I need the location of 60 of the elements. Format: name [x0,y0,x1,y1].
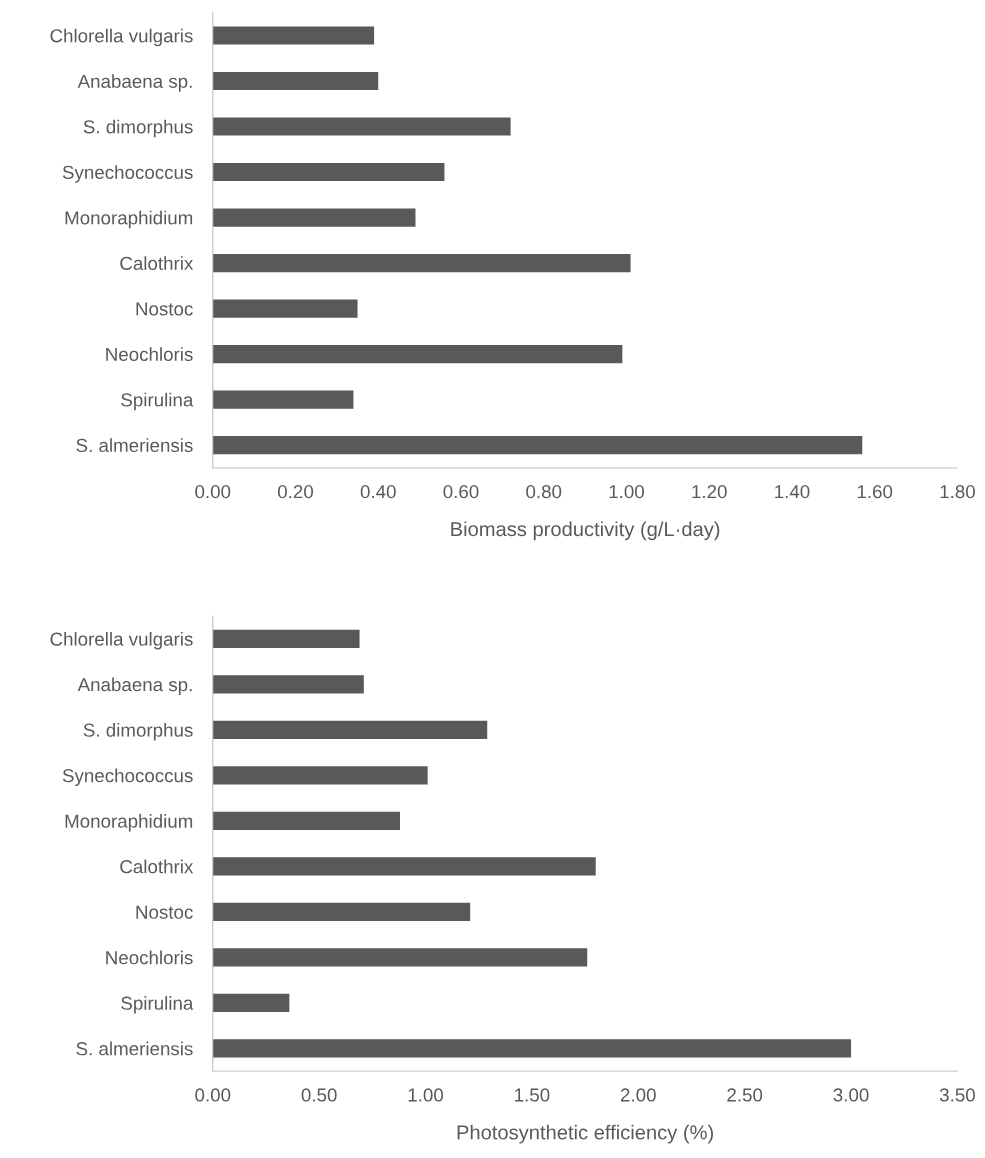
y-tick-label: S. almeriensis [76,438,193,453]
x-tick-label: 0.80 [526,484,562,499]
x-tick-label: 1.40 [775,484,810,499]
bar [212,26,375,45]
x-tick-label: 1.60 [857,484,893,499]
y-tick-label: Monoraphidium [65,814,193,832]
bar [212,902,471,921]
y-tick-label: S. dimorphus [83,119,193,138]
bar [212,766,428,785]
y-tick-label: Synechococcus [62,165,193,183]
bar [212,993,290,1012]
x-axis-title: Photosynthetic efficiency (%) [457,1124,713,1144]
x-tick-label: 0.40 [360,484,396,499]
x-tick-label: 1.00 [408,1088,444,1102]
bar [212,162,445,182]
bar [212,435,863,455]
bar [212,857,596,876]
x-tick-label: 1.80 [940,484,975,499]
y-tick-label: Nostoc [136,905,193,919]
x-tick-label: 1.00 [609,484,644,499]
x-tick-label: 0.20 [277,484,314,499]
bar [212,720,488,739]
y-tick-label: Chlorella vulgaris [50,28,193,47]
x-tick-label: 0.60 [443,484,479,499]
x-tick-label: 0.50 [301,1088,337,1102]
y-tick-label: Nostoc [136,302,193,316]
bar [212,299,358,318]
bar [212,344,623,364]
y-tick-label: Anabaena sp. [77,677,192,695]
x-tick-label: 0.00 [195,1088,231,1102]
y-tick-label: S. dimorphus [83,723,193,741]
y-tick-label: Synechococcus [62,768,193,787]
x-tick-label: 0.00 [195,484,231,499]
x-tick-label: 2.00 [620,1088,656,1102]
x-axis-title: Biomass productivity (g/L·day) [451,521,720,541]
bar [212,629,360,648]
x-tick-label: 3.50 [939,1088,975,1102]
bar [212,948,588,967]
x-tick-label: 1.20 [692,484,727,499]
y-tick-label: Neochloris [106,347,193,362]
y-tick-label: Neochloris [106,950,193,965]
bar [212,1039,852,1058]
bar [212,208,416,227]
bar [212,675,364,694]
bar [212,117,511,136]
y-tick-label: Spirulina [121,392,194,411]
y-tick-label: Calothrix [120,859,194,874]
bar [212,71,379,91]
y-tick-label: Spirulina [121,996,194,1014]
bar [212,253,631,273]
y-tick-label: Calothrix [120,256,194,271]
y-tick-label: Anabaena sp. [77,74,192,92]
x-tick-label: 3.00 [833,1088,869,1102]
bar [212,390,354,409]
x-tick-label: 2.50 [727,1088,763,1102]
y-tick-label: Monoraphidium [65,210,193,229]
x-tick-label: 1.50 [515,1088,550,1102]
y-tick-label: S. almeriensis [76,1041,193,1056]
bar [212,811,400,830]
y-tick-label: Chlorella vulgaris [50,632,193,650]
